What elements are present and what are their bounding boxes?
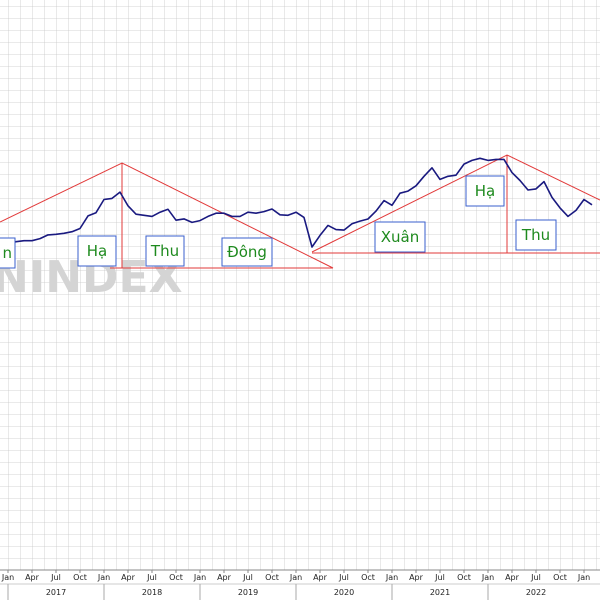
annotation-box xyxy=(145,235,185,267)
annotation-label: Thu xyxy=(521,226,550,244)
x-tick-label: Jul xyxy=(338,573,349,582)
x-tick-label: Jul xyxy=(146,573,157,582)
annotation-box xyxy=(374,221,426,253)
x-tick-label: Jan xyxy=(193,573,206,582)
annotation-label: Hạ xyxy=(475,182,495,200)
x-tick-label: Oct xyxy=(457,573,471,582)
annotation-box xyxy=(515,219,557,251)
x-tick-label: Jan xyxy=(385,573,398,582)
x-tick-label: Jan xyxy=(289,573,302,582)
x-tick-label: Apr xyxy=(121,573,136,582)
x-tick-label: Apr xyxy=(25,573,40,582)
year-label: 2020 xyxy=(334,588,354,597)
x-tick-label: Oct xyxy=(553,573,567,582)
annotation-label: n xyxy=(2,244,12,262)
x-tick-label: Jan xyxy=(481,573,494,582)
x-tick-label: Apr xyxy=(217,573,232,582)
x-tick-label: Apr xyxy=(409,573,424,582)
year-label: 2021 xyxy=(430,588,450,597)
x-tick-label: Oct xyxy=(361,573,375,582)
x-tick-label: Jul xyxy=(434,573,445,582)
x-tick-label: Apr xyxy=(313,573,328,582)
annotation-label: Thu xyxy=(150,242,179,260)
x-tick-label: Jul xyxy=(530,573,541,582)
year-label: 2022 xyxy=(526,588,546,597)
year-label: 2017 xyxy=(46,588,66,597)
x-tick-label: Jan xyxy=(97,573,110,582)
annotation-box xyxy=(77,235,117,267)
annotation-box xyxy=(221,237,273,267)
x-tick-label: Jul xyxy=(50,573,61,582)
annotation-box xyxy=(465,175,505,207)
year-label: 2019 xyxy=(238,588,258,597)
x-tick-label: Jan xyxy=(1,573,14,582)
annotation-label: Đông xyxy=(227,243,267,261)
annotation-box xyxy=(0,237,16,269)
x-tick-label: Jan xyxy=(577,573,590,582)
price-line xyxy=(7,157,593,248)
year-label: 2018 xyxy=(142,588,162,597)
grid xyxy=(0,0,600,570)
x-tick-label: Oct xyxy=(73,573,87,582)
annotation-label: Hạ xyxy=(87,242,107,260)
season-lines xyxy=(0,154,600,269)
x-tick-label: Jul xyxy=(242,573,253,582)
x-tick-label: Apr xyxy=(505,573,520,582)
x-tick-label: Oct xyxy=(169,573,183,582)
annotation-label: Xuân xyxy=(381,228,419,246)
x-tick-label: Oct xyxy=(265,573,279,582)
